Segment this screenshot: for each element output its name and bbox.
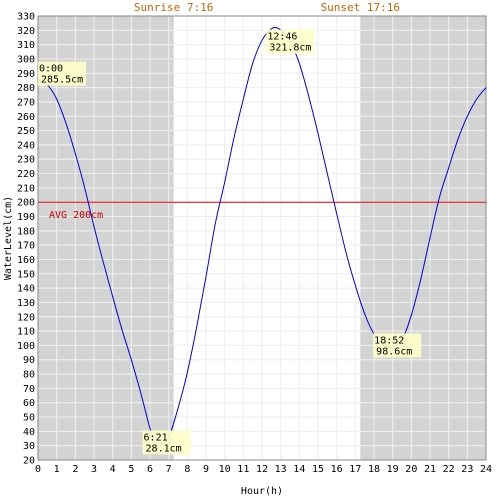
x-tick-label: 12 — [256, 464, 268, 475]
y-tick-label: 40 — [23, 427, 35, 438]
x-tick-label: 18 — [368, 464, 380, 475]
sunrise-label: Sunrise 7:16 — [134, 1, 213, 14]
x-tick-label: 8 — [184, 464, 190, 475]
y-axis-title: WaterLevel(cm) — [3, 196, 14, 280]
x-tick-label: 17 — [349, 464, 361, 475]
y-tick-label: 240 — [17, 140, 35, 151]
extremum-time: 0:00 — [39, 64, 63, 75]
extremum-time: 18:52 — [374, 335, 404, 346]
x-tick-label: 10 — [219, 464, 231, 475]
x-tick-label: 2 — [72, 464, 78, 475]
y-tick-label: 120 — [17, 312, 35, 323]
y-tick-label: 250 — [17, 126, 35, 137]
extremum-box — [373, 333, 422, 358]
x-tick-label: 7 — [166, 464, 172, 475]
x-tick-label: 15 — [312, 464, 324, 475]
y-tick-label: 260 — [17, 112, 35, 123]
extremum-box — [38, 61, 86, 86]
x-tick-label: 24 — [480, 464, 492, 475]
y-tick-label: 80 — [23, 370, 35, 381]
x-tick-label: 23 — [461, 464, 473, 475]
x-tick-label: 5 — [128, 464, 134, 475]
y-tick-label: 110 — [17, 327, 35, 338]
y-tick-label: 130 — [17, 298, 35, 309]
extremum-level: 98.6cm — [376, 346, 412, 357]
extremum-time: 6:21 — [144, 432, 168, 443]
y-tick-label: 230 — [17, 155, 35, 166]
y-tick-label: 160 — [17, 255, 35, 266]
x-tick-label: 6 — [147, 464, 153, 475]
average-label: AVG 200cm — [49, 210, 103, 221]
sunset-label: Sunset 17:16 — [321, 1, 400, 14]
y-tick-label: 210 — [17, 183, 35, 194]
x-tick-label: 16 — [331, 464, 343, 475]
y-tick-label: 30 — [23, 441, 35, 452]
y-tick-label: 280 — [17, 83, 35, 94]
extremum-box — [266, 29, 315, 54]
x-tick-label: 22 — [443, 464, 455, 475]
sun-labels: Sunrise 7:16 Sunset 17:16 — [134, 1, 400, 14]
x-tick-label: 13 — [275, 464, 287, 475]
y-tick-label: 20 — [23, 456, 35, 467]
y-tick-label: 70 — [23, 384, 35, 395]
y-tick-labels: 20 30 40 50 60 70 80 90 100 110 120 130 140 150 160 170… — [17, 12, 35, 467]
y-tick-label: 330 — [17, 12, 35, 23]
y-tick-label: 190 — [17, 212, 35, 223]
extremum-level: 285.5cm — [41, 75, 83, 86]
night-shading — [38, 16, 486, 460]
y-tick-label: 140 — [17, 284, 35, 295]
x-tick-labels: 0 1 2 3 4 5 6 7 8 9 10 11 12 13 14 15 16 17 18 19 20 21 22 23 24 — [35, 464, 492, 475]
y-tick-label: 200 — [17, 198, 35, 209]
y-tick-label: 310 — [17, 40, 35, 51]
x-axis-title: Hour(h) — [241, 486, 283, 497]
extremum-level: 321.8cm — [269, 43, 311, 54]
x-tick-label: 4 — [110, 464, 116, 475]
extremum-level: 28.1cm — [146, 443, 182, 454]
plot-border — [37, 15, 487, 461]
y-tick-label: 320 — [17, 26, 35, 37]
y-tick-label: 180 — [17, 226, 35, 237]
y-tick-label: 270 — [17, 97, 35, 108]
extremum-time: 12:46 — [267, 32, 297, 43]
x-tick-label: 11 — [237, 464, 249, 475]
x-tick-label: 20 — [405, 464, 417, 475]
y-tick-label: 50 — [23, 413, 35, 424]
average-line-group: AVG 200cm — [38, 201, 486, 221]
y-tick-label: 290 — [17, 69, 35, 80]
x-tick-label: 0 — [35, 464, 41, 475]
night-band-morning — [38, 16, 174, 460]
y-tick-label: 60 — [23, 398, 35, 409]
y-tick-label: 90 — [23, 355, 35, 366]
x-tick-label: 3 — [91, 464, 97, 475]
extremum-box — [142, 430, 191, 455]
y-tick-label: 170 — [17, 241, 35, 252]
y-tick-label: 100 — [17, 341, 35, 352]
x-tick-label: 1 — [54, 464, 60, 475]
night-band-evening — [360, 16, 486, 460]
x-tick-label: 9 — [203, 464, 209, 475]
y-tick-label: 220 — [17, 169, 35, 180]
x-tick-label: 19 — [387, 464, 399, 475]
y-tick-label: 150 — [17, 269, 35, 280]
x-tick-label: 21 — [424, 464, 436, 475]
y-tick-label: 300 — [17, 54, 35, 65]
x-tick-label: 14 — [293, 464, 305, 475]
